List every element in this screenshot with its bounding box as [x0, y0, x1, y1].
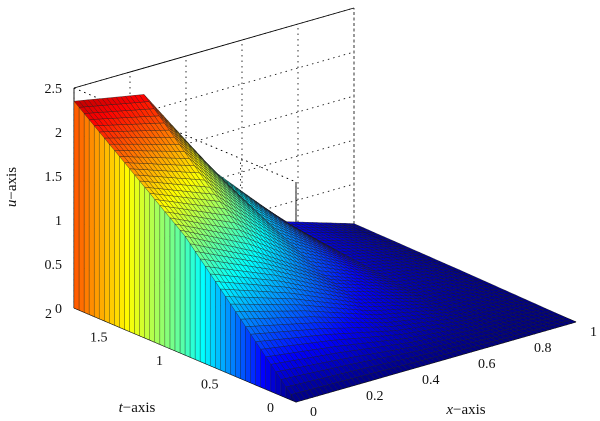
surface-side-patch	[215, 280, 221, 371]
u-tick-label: 1	[55, 214, 62, 229]
surface-side-patch	[255, 341, 261, 388]
surface-side-patch	[104, 137, 110, 324]
surface-side-patch	[220, 288, 226, 373]
surface-side-patch	[199, 258, 206, 364]
surface-side-patch	[169, 217, 176, 351]
surface-side-patch	[73, 100, 80, 311]
surface-side-patch	[154, 198, 160, 345]
surface-side-patch	[139, 180, 145, 339]
surface-side-patch	[225, 296, 231, 375]
grid-line-u-back	[73, 183, 355, 265]
surface-side-patch	[245, 326, 251, 384]
surface-side-patch	[179, 229, 186, 356]
surface-side-patch	[230, 303, 236, 377]
t-tick-label: 1.5	[90, 331, 108, 346]
axis-labels: u−axis t−axis x−axis	[4, 167, 486, 418]
box-edge	[73, 7, 355, 89]
surface-side-patch	[240, 318, 246, 381]
x-axis-label: x−axis	[445, 402, 485, 418]
surface-side-patch	[174, 223, 181, 354]
surface-mesh	[73, 94, 577, 403]
surface-side-patch	[235, 311, 241, 379]
grid-line-u-back	[73, 51, 355, 133]
surface-side-patch	[184, 235, 191, 358]
u-tick-label: 2.5	[45, 82, 63, 97]
t-axis-label: t−axis	[119, 400, 156, 416]
x-tick-label: 0.6	[478, 357, 496, 372]
surface-side-patch	[205, 265, 211, 366]
surface-side-patch	[210, 273, 216, 369]
surface-side-patch	[124, 162, 130, 332]
surface-side-patch	[134, 174, 140, 337]
grid-line-u-back	[73, 139, 355, 221]
x-tick-label: 0.4	[422, 373, 440, 388]
surface-side-patch	[78, 106, 85, 313]
surface-side-patch	[83, 113, 90, 315]
u-tick-label: 2	[55, 126, 62, 141]
surface-side-patch	[194, 250, 201, 362]
surface-side-patch	[114, 149, 120, 328]
u-axis-label: u−axis	[4, 167, 20, 207]
tick-labels: 0 0.5 1 1.5 2 2.5 0 0.2 0.4 0.6 0.8 1 0 0.5 1 1.5 2	[45, 82, 598, 420]
surface-side-patch	[88, 119, 95, 317]
x-tick-label: 0.8	[534, 341, 552, 356]
surface-side-patch	[99, 131, 105, 322]
x-tick-label: 1	[590, 325, 597, 340]
t-tick-label: 0	[267, 401, 274, 416]
surface-side-patch	[250, 333, 256, 386]
x-tick-label: 0.2	[366, 389, 384, 404]
surface-side-patch	[94, 125, 100, 319]
t-tick-label: 0.5	[201, 378, 219, 393]
u-tick-label: 1.5	[45, 170, 63, 185]
surface-side-patch	[149, 192, 155, 343]
x-tick-label: 0	[310, 405, 317, 420]
surface-side-patch	[129, 168, 135, 334]
surface-side-patch	[164, 211, 171, 349]
surface-side-patch	[159, 205, 165, 347]
t-tick-label: 1	[156, 354, 163, 369]
surface-side-patch	[119, 155, 125, 330]
surface-side-patch	[109, 143, 115, 326]
u-tick-label: 0	[55, 302, 62, 317]
grid-line-u-back	[73, 95, 355, 177]
t-tick-label: 2	[45, 307, 52, 322]
surface-side-patch	[144, 186, 150, 341]
surface-side-patch	[189, 243, 196, 360]
u-tick-label: 0.5	[45, 258, 63, 273]
